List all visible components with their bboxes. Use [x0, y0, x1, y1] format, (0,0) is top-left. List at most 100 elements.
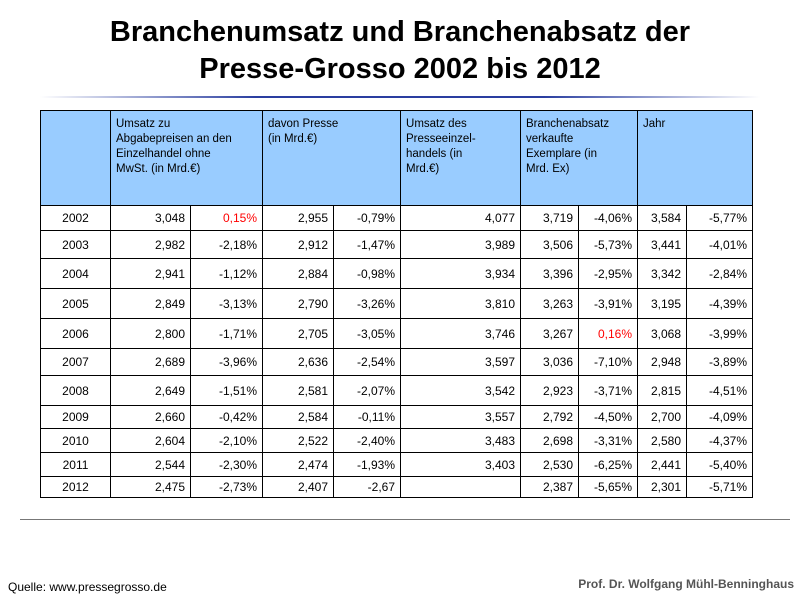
value-cell: -0,11%	[332, 405, 402, 429]
value-cell: 2,700	[637, 405, 688, 429]
value-cell: 2,580	[637, 428, 688, 453]
value-cell: -2,84%	[686, 258, 754, 289]
value-cell: -1,12%	[190, 258, 263, 289]
value-cell: 2,923	[520, 375, 580, 406]
value-cell: 3,195	[637, 288, 688, 319]
value-cell: -5,77%	[686, 205, 754, 231]
value-cell: -4,01%	[686, 230, 754, 259]
value-cell: -2,40%	[332, 428, 402, 453]
header-line: Umsatz zu	[116, 118, 171, 130]
value-cell: 3,810	[400, 288, 522, 319]
value-cell: 2,790	[262, 288, 334, 319]
value-cell: -2,54%	[332, 348, 402, 376]
year-cell: 2011	[40, 452, 111, 477]
value-cell: 4,077	[400, 205, 522, 231]
value-cell: 2,475	[110, 476, 191, 498]
value-cell: 2,982	[110, 230, 191, 259]
value-cell: -5,71%	[686, 476, 754, 498]
value-cell: -0,42%	[190, 405, 263, 429]
value-cell: 2,912	[262, 230, 334, 259]
value-cell: 3,048	[110, 205, 191, 231]
author: Prof. Dr. Wolfgang Mühl-Benninghaus	[578, 577, 794, 591]
value-cell: -3,89%	[686, 348, 754, 376]
value-cell: 3,263	[520, 288, 580, 319]
value-cell: 2,544	[110, 452, 191, 477]
value-cell: -5,73%	[578, 230, 639, 259]
value-cell: -1,93%	[332, 452, 402, 477]
value-cell: 2,884	[262, 258, 334, 289]
value-cell: 0,15%	[190, 205, 263, 231]
header-line: Einzelhandel ohne	[116, 148, 211, 160]
value-cell: -7,10%	[578, 348, 639, 376]
value-cell: 0,16%	[578, 318, 639, 349]
value-cell: 2,815	[637, 375, 688, 406]
value-cell: 2,407	[262, 476, 334, 498]
year-cell: 2010	[40, 428, 111, 453]
value-cell: 2,636	[262, 348, 334, 376]
header-line: davon Presse	[268, 118, 339, 130]
value-cell: -1,51%	[190, 375, 263, 406]
table-row: 2009 2,660 -0,42% 2,584 -0,11% 3,557 2,792 -4,5…	[40, 405, 754, 429]
table-row: 2011 2,544 -2,30% 2,474 -1,93% 3,403 2,530 -6,2…	[40, 452, 754, 477]
header-line: (in Mrd.€)	[268, 133, 318, 145]
table-row: 2003 2,982 -2,18% 2,912 -1,47% 3,989 3,506 -5,7…	[40, 230, 754, 259]
value-cell: 3,506	[520, 230, 580, 259]
value-cell: -0,98%	[332, 258, 402, 289]
value-cell: 3,483	[400, 428, 522, 453]
value-cell: 2,604	[110, 428, 191, 453]
value-cell: -2,07%	[332, 375, 402, 406]
data-table: Umsatz zu Abgabepreisen an den Einzelhande…	[40, 110, 754, 498]
value-cell: -4,39%	[686, 288, 754, 319]
year-cell: 2007	[40, 348, 111, 376]
table-row: 2007 2,689 -3,96% 2,636 -2,54% 3,597 3,036 -7,1…	[40, 348, 754, 376]
footer-rule	[20, 519, 790, 520]
value-cell: -4,09%	[686, 405, 754, 429]
value-cell: 3,036	[520, 348, 580, 376]
value-cell: -2,10%	[190, 428, 263, 453]
header-cell: Branchenabsatz verkaufte Exemplare (in Mrd.…	[520, 110, 639, 206]
header-cell: Umsatz zu Abgabepreisen an den Einzelhande…	[110, 110, 263, 206]
value-cell: 2,792	[520, 405, 580, 429]
value-cell: 3,342	[637, 258, 688, 289]
value-cell: 3,441	[637, 230, 688, 259]
header-cell: Umsatz des Presseeinzel-handels (in Mrd.€)	[400, 110, 522, 206]
year-cell: 2003	[40, 230, 111, 259]
header-line: Abgabepreisen an den	[116, 133, 232, 145]
value-cell: -2,95%	[578, 258, 639, 289]
table-row: 2004 2,941 -1,12% 2,884 -0,98% 3,934 3,396 -2,9…	[40, 258, 754, 289]
value-cell: 3,746	[400, 318, 522, 349]
value-cell	[400, 476, 522, 498]
value-cell: 2,301	[637, 476, 688, 498]
value-cell: -1,71%	[190, 318, 263, 349]
value-cell: 2,689	[110, 348, 191, 376]
value-cell: 2,849	[110, 288, 191, 319]
value-cell: -2,18%	[190, 230, 263, 259]
value-cell: 2,660	[110, 405, 191, 429]
year-cell: 2002	[40, 205, 111, 231]
value-cell: -5,65%	[578, 476, 639, 498]
header-line: Mrd. Ex)	[526, 163, 570, 175]
header-cell	[40, 110, 111, 206]
value-cell: -4,51%	[686, 375, 754, 406]
value-cell: 3,989	[400, 230, 522, 259]
table-row: 2008 2,649 -1,51% 2,581 -2,07% 3,542 2,923 -3,7…	[40, 375, 754, 406]
value-cell: 3,719	[520, 205, 580, 231]
value-cell: 3,597	[400, 348, 522, 376]
table-row: 2012 2,475 -2,73% 2,407 -2,67 2,387 -5,65% 2,30…	[40, 476, 754, 498]
value-cell: -4,37%	[686, 428, 754, 453]
value-cell: -1,47%	[332, 230, 402, 259]
value-cell: 2,584	[262, 405, 334, 429]
value-cell: 2,941	[110, 258, 191, 289]
year-cell: 2009	[40, 405, 111, 429]
title-rule	[40, 96, 760, 98]
header-line: handels (in	[406, 148, 463, 160]
value-cell: 3,542	[400, 375, 522, 406]
value-cell: -6,25%	[578, 452, 639, 477]
value-cell: -3,91%	[578, 288, 639, 319]
table-row: 2005 2,849 -3,13% 2,790 -3,26% 3,810 3,263 -3,9…	[40, 288, 754, 319]
header-line: Mrd.€)	[406, 163, 440, 175]
value-cell: 3,557	[400, 405, 522, 429]
value-cell: -4,50%	[578, 405, 639, 429]
value-cell: 2,474	[262, 452, 334, 477]
